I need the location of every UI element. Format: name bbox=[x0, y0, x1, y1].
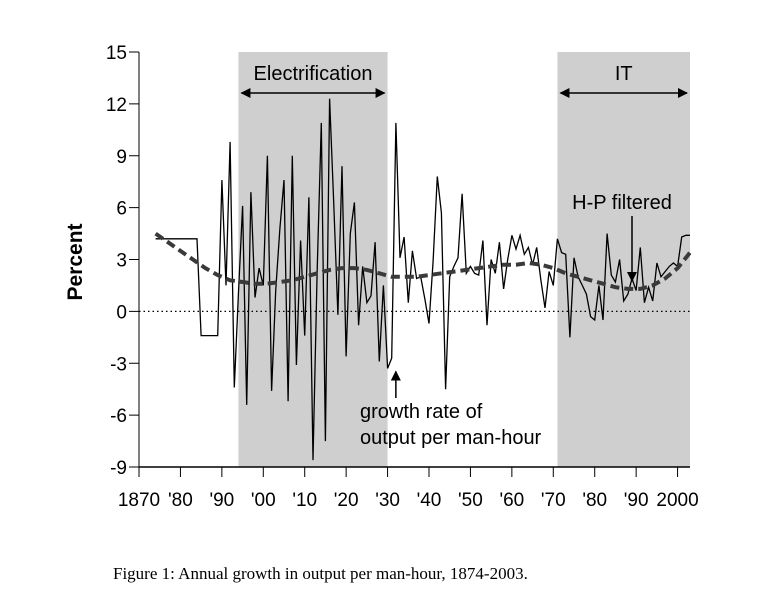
x-tick-label: '20 bbox=[334, 490, 359, 511]
x-tick-label: '50 bbox=[458, 490, 483, 511]
y-tick-label: 0 bbox=[116, 302, 127, 323]
hp-filtered-annotation: H-P filtered bbox=[572, 192, 672, 214]
shaded-periods bbox=[238, 52, 690, 467]
shaded-region-label-2: IT bbox=[615, 63, 633, 85]
x-tick-label: 1870 bbox=[118, 490, 160, 511]
x-tick-label: 2000 bbox=[656, 490, 698, 511]
x-tick-label: '80 bbox=[168, 490, 193, 511]
figure-caption: Figure 1: Annual growth in output per ma… bbox=[113, 564, 528, 583]
growth-rate-line bbox=[155, 98, 690, 461]
annotations: Electrification IT growth rate of output pe… bbox=[240, 63, 688, 449]
y-axis-label: Percent bbox=[64, 223, 87, 300]
x-tick-label: '10 bbox=[292, 490, 317, 511]
x-tick-label: '70 bbox=[541, 490, 566, 511]
x-tick-label: '00 bbox=[251, 490, 276, 511]
shaded-region-label-1: Electrification bbox=[254, 63, 373, 85]
tick-marks: -9 -6 -3 0 3 6 9 12 15 1870 '80 '90 '00 '10 '20 '30 '40 '… bbox=[106, 43, 699, 511]
growth-rate-annotation-line-1: growth rate of bbox=[360, 401, 483, 423]
series-lines bbox=[154, 98, 692, 461]
x-tick-label: '30 bbox=[375, 490, 400, 511]
y-tick-label: -3 bbox=[110, 354, 127, 375]
x-tick-label: '40 bbox=[417, 490, 442, 511]
x-tick-label: '90 bbox=[209, 490, 234, 511]
x-tick-label: '80 bbox=[582, 490, 607, 511]
hp-filtered-trend-line bbox=[154, 231, 692, 291]
y-tick-label: 6 bbox=[116, 199, 127, 220]
y-tick-label: 15 bbox=[106, 43, 127, 64]
y-tick-label: -6 bbox=[110, 406, 127, 427]
x-tick-label: '60 bbox=[499, 490, 524, 511]
shaded-region-1 bbox=[238, 52, 388, 467]
x-tick-label: '90 bbox=[624, 490, 649, 511]
y-tick-label: 9 bbox=[116, 147, 127, 168]
y-tick-label: 3 bbox=[116, 251, 127, 272]
growth-rate-annotation-line-2: output per man-hour bbox=[360, 427, 542, 449]
shaded-region-2 bbox=[557, 52, 690, 467]
y-tick-label: 12 bbox=[106, 95, 127, 116]
y-tick-label: -9 bbox=[110, 458, 127, 479]
